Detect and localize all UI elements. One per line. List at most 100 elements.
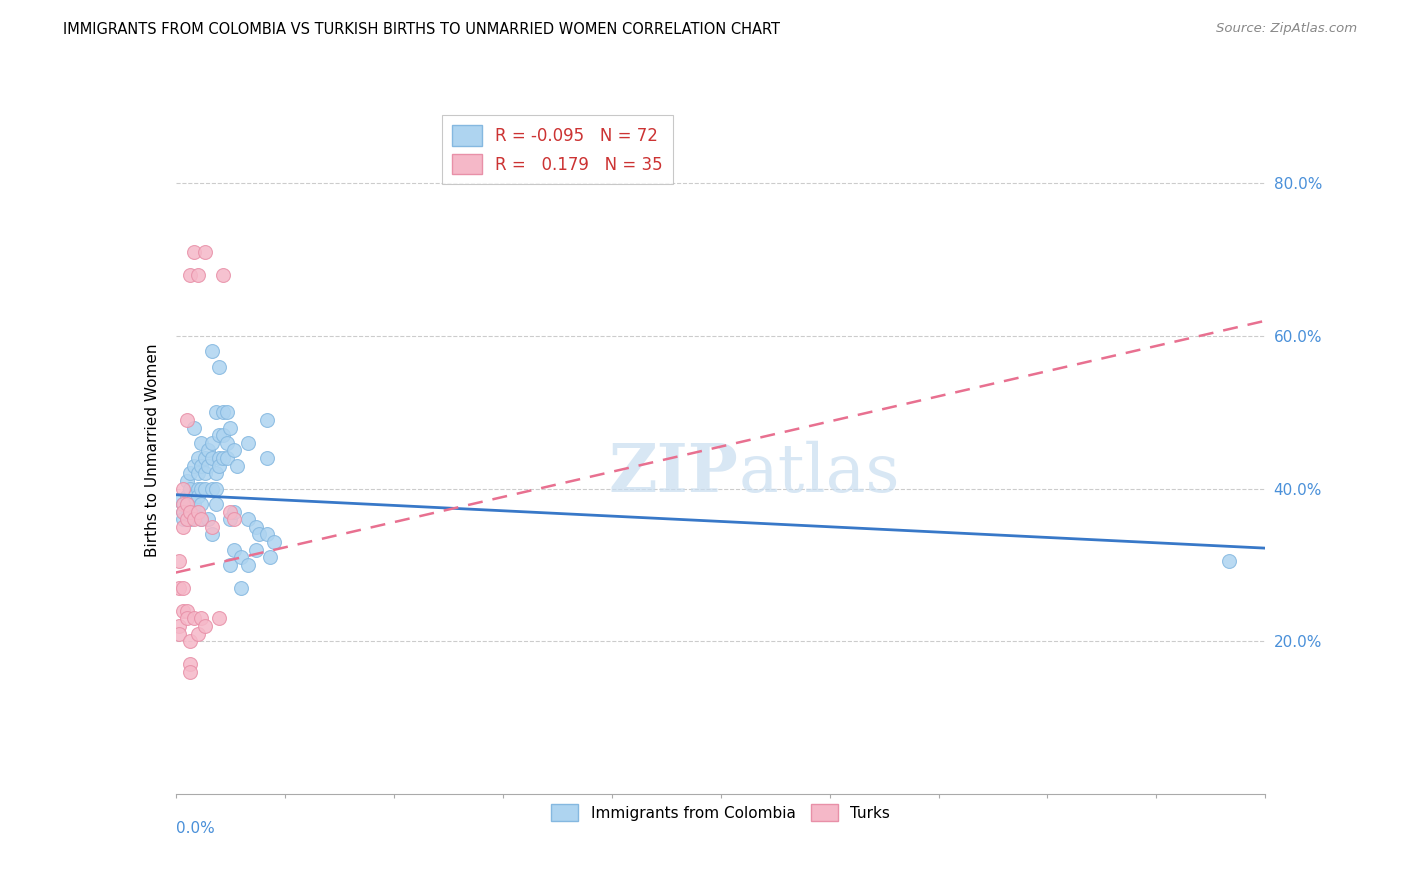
Point (179, 665, 201, 679)
Point (219, 558, 242, 572)
Point (256, 413, 278, 427)
Point (186, 489, 209, 503)
Point (179, 467, 201, 481)
Point (179, 512, 201, 526)
Point (176, 474, 198, 488)
Point (219, 512, 242, 526)
Point (183, 420, 205, 434)
Point (208, 428, 231, 442)
Text: 0.0%: 0.0% (176, 822, 215, 837)
Point (190, 611, 212, 625)
Point (183, 245, 205, 260)
Point (176, 497, 198, 511)
Point (172, 497, 194, 511)
Point (197, 458, 219, 473)
Point (186, 268, 209, 282)
Point (183, 512, 205, 526)
Point (186, 451, 209, 466)
Point (190, 497, 212, 511)
Point (212, 428, 235, 442)
Point (231, 581, 253, 595)
Point (208, 611, 231, 625)
Point (208, 458, 231, 473)
Point (172, 581, 194, 595)
Point (1218, 554, 1240, 568)
Point (179, 657, 201, 672)
Point (190, 512, 212, 526)
Point (176, 497, 198, 511)
Point (179, 268, 201, 282)
Point (245, 520, 267, 534)
Point (183, 458, 205, 473)
Point (190, 458, 212, 473)
Point (172, 520, 194, 534)
Point (176, 512, 198, 526)
Point (186, 482, 209, 496)
Point (179, 504, 201, 518)
Legend: Immigrants from Colombia, Turks: Immigrants from Colombia, Turks (544, 797, 897, 828)
Point (215, 435, 238, 450)
Point (169, 554, 191, 568)
Point (201, 451, 224, 466)
Point (219, 420, 242, 434)
Point (186, 467, 209, 481)
Point (201, 344, 224, 359)
Point (256, 527, 278, 541)
Text: IMMIGRANTS FROM COLOMBIA VS TURKISH BIRTHS TO UNMARRIED WOMEN CORRELATION CHART: IMMIGRANTS FROM COLOMBIA VS TURKISH BIRT… (63, 22, 780, 37)
Point (186, 504, 209, 518)
Point (172, 504, 194, 518)
Point (201, 527, 224, 541)
Point (179, 634, 201, 648)
Point (215, 405, 238, 419)
Point (208, 451, 231, 466)
Point (169, 581, 191, 595)
Point (222, 542, 245, 557)
Point (176, 604, 198, 618)
Point (172, 604, 194, 618)
Point (172, 512, 194, 526)
Point (245, 542, 267, 557)
Point (204, 467, 226, 481)
Point (186, 626, 209, 640)
Text: ZIP: ZIP (609, 441, 738, 506)
Point (197, 443, 219, 458)
Y-axis label: Births to Unmarried Women: Births to Unmarried Women (145, 343, 160, 558)
Point (176, 611, 198, 625)
Point (222, 504, 245, 518)
Point (212, 405, 235, 419)
Point (194, 482, 217, 496)
Point (201, 482, 224, 496)
Text: Source: ZipAtlas.com: Source: ZipAtlas.com (1216, 22, 1357, 36)
Point (197, 512, 219, 526)
Point (201, 435, 224, 450)
Point (219, 504, 242, 518)
Point (238, 558, 260, 572)
Point (204, 482, 226, 496)
Point (194, 619, 217, 633)
Point (256, 451, 278, 466)
Point (179, 482, 201, 496)
Point (259, 550, 281, 565)
Point (190, 482, 212, 496)
Point (212, 451, 235, 466)
Point (222, 512, 245, 526)
Point (172, 497, 194, 511)
Point (172, 504, 194, 518)
Point (238, 512, 260, 526)
Point (172, 482, 194, 496)
Point (215, 451, 238, 466)
Point (190, 512, 212, 526)
Point (176, 489, 198, 503)
Point (183, 489, 205, 503)
Text: atlas: atlas (738, 441, 900, 506)
Point (194, 467, 217, 481)
Point (247, 527, 270, 541)
Point (183, 504, 205, 518)
Point (183, 611, 205, 625)
Point (231, 550, 253, 565)
Point (208, 359, 231, 374)
Point (169, 493, 191, 508)
Point (201, 520, 224, 534)
Point (176, 512, 198, 526)
Point (176, 413, 198, 427)
